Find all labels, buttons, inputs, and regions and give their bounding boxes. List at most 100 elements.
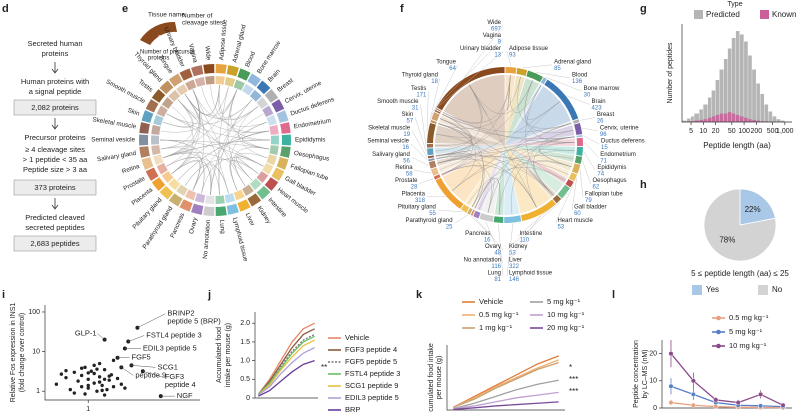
tissue-arc: [520, 199, 557, 222]
tissue-count: 9: [498, 39, 502, 45]
scatter-point: [72, 370, 77, 375]
leader: [517, 193, 568, 237]
scatter-point: [86, 386, 90, 390]
tissue-label: Thyroid gland: [402, 73, 438, 79]
arrow: [51, 118, 59, 130]
leader: [485, 221, 504, 263]
leader: [137, 313, 166, 328]
tissue-label: Retina: [121, 163, 141, 176]
axes: [681, 24, 792, 123]
histogram-bar: [715, 115, 720, 122]
legend-label: 5 mg kg⁻¹: [729, 327, 763, 336]
leader: [475, 218, 504, 250]
leader: [583, 141, 599, 158]
y-tick-label: 10: [649, 378, 657, 385]
tissue-arc: [237, 68, 251, 81]
chord: [201, 157, 264, 194]
chord: [442, 113, 575, 143]
axes: [661, 340, 792, 409]
chord: [442, 75, 511, 123]
panel-label: d: [2, 3, 9, 15]
flow-text: Precursor proteins: [24, 133, 86, 142]
x-tick-label: 5: [689, 128, 693, 135]
scatter-point: [119, 382, 124, 386]
annotation: *: [569, 363, 572, 372]
tissue-count: 53: [557, 224, 564, 230]
scatter-point: [97, 380, 102, 384]
y-axis-label: Peptide concentration: [633, 340, 640, 408]
leader: [411, 157, 429, 166]
legend-label: 5 mg kg⁻¹: [547, 297, 581, 306]
tissue-count: 48: [494, 251, 501, 257]
tissue-inner: [256, 97, 269, 109]
chord: [218, 99, 253, 195]
y-axis-label: cumulated food intake: [428, 343, 435, 412]
tissue-sector: [494, 145, 505, 215]
chord: [177, 130, 270, 181]
histogram-bar: [739, 116, 744, 122]
flow-text: > 1 peptide < 35 aa: [23, 155, 88, 164]
series-line: [670, 353, 784, 406]
tissue-arc: [540, 77, 547, 85]
tissue-arc: [460, 204, 470, 213]
histogram-bar: [723, 113, 728, 122]
legend-label: 0.5 mg kg⁻¹: [479, 310, 519, 319]
arrow: [51, 198, 59, 210]
legend-text: proteins: [148, 56, 169, 62]
scatter-point: [64, 368, 68, 373]
tissue-label: Blood: [244, 50, 257, 68]
leader: [414, 117, 427, 153]
tissue-arc: [141, 157, 154, 170]
tissue-label: Liver: [509, 257, 522, 263]
legend-label: 10 mg kg⁻¹: [729, 341, 767, 350]
series-line: [670, 401, 784, 409]
marker: [713, 397, 719, 403]
tissue-inner: [185, 189, 197, 201]
tissue-sector: [482, 145, 505, 215]
x-tick-label: 200: [750, 128, 762, 135]
leader: [555, 185, 574, 224]
tissue-count: 146: [509, 277, 520, 283]
chord: [435, 153, 554, 196]
tissue-arc: [145, 99, 159, 113]
histogram-bar: [752, 69, 756, 122]
chord: [478, 161, 572, 211]
leader: [426, 91, 429, 133]
point-label: BRINP2: [167, 309, 194, 318]
tissue-label: Testis: [137, 78, 154, 93]
histogram-bar: [727, 48, 732, 122]
tissue-arc: [436, 67, 505, 111]
tissue-arc: [574, 155, 583, 164]
leader: [579, 169, 584, 197]
tissue-label: Oesophagus: [593, 178, 627, 184]
legend-label: FGF5 peptide 5: [345, 357, 397, 366]
tissue-inner: [262, 163, 274, 175]
tissue-arc: [428, 158, 435, 162]
scatter-point: [97, 361, 102, 366]
x-tick-label: 500: [767, 128, 779, 135]
tissue-count: 53: [509, 251, 516, 257]
flow-box: [13, 99, 97, 116]
histogram-bar: [780, 120, 785, 122]
tissue-count: 64: [449, 66, 456, 72]
tissue-arc: [276, 157, 289, 170]
leader: [142, 370, 163, 378]
tissue-count: 16: [484, 237, 491, 243]
legend-text: Number of: [182, 13, 213, 20]
tissue-arc: [572, 119, 580, 124]
tissue-inner: [153, 114, 164, 126]
point-label: peptide 4: [165, 380, 196, 389]
tissue-count: 423: [592, 105, 603, 111]
tissue-label: Endometrium: [293, 117, 331, 130]
tissue-sector: [476, 145, 505, 211]
leader: [498, 223, 504, 277]
tissue-count: 25: [446, 224, 453, 230]
legend-title: Type: [727, 1, 742, 8]
scatter-point: [100, 383, 104, 388]
tissue-arc: [473, 210, 481, 219]
tissue-arc: [237, 199, 251, 212]
legend-marker: [716, 343, 721, 349]
chord: [442, 113, 484, 207]
tissue-sector: [504, 145, 520, 215]
chord: [177, 93, 199, 119]
